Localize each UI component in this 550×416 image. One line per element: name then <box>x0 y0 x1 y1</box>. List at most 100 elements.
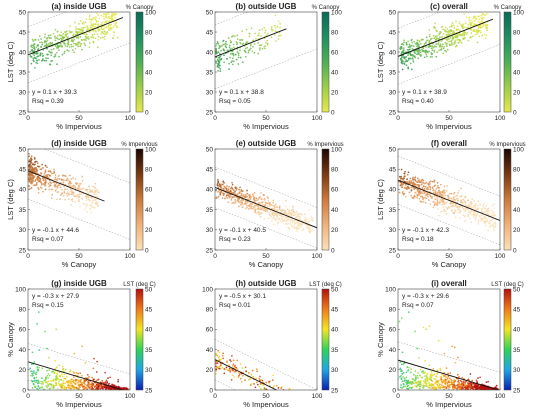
scatter-point <box>435 187 438 190</box>
scatter-point <box>412 59 414 61</box>
scatter-point <box>68 386 71 389</box>
scatter-point <box>79 20 82 22</box>
scatter-point <box>287 394 289 396</box>
scatter-point <box>229 56 231 59</box>
scatter-point <box>306 224 309 227</box>
scatter-point <box>412 186 415 189</box>
scatter-point <box>40 186 42 189</box>
scatter-point <box>474 204 476 207</box>
scatter-point <box>264 45 267 48</box>
scatter-point <box>30 176 32 179</box>
scatter-point <box>249 44 252 47</box>
scatter-point <box>223 185 226 188</box>
scatter-point <box>405 56 408 58</box>
scatter-point <box>258 385 261 388</box>
scatter-point <box>487 229 489 232</box>
scatter-point <box>94 25 96 28</box>
scatter-point <box>423 382 425 385</box>
scatter-point <box>468 19 471 21</box>
scatter-point <box>41 43 43 46</box>
scatter-point <box>33 43 35 46</box>
scatter-point <box>38 35 41 37</box>
scatter-point <box>448 26 451 28</box>
scatter-point <box>253 51 256 54</box>
scatter-point <box>93 186 96 189</box>
scatter-point <box>70 380 73 383</box>
scatter-point <box>49 41 52 44</box>
scatter-point <box>487 380 489 383</box>
scatter-point <box>49 170 52 172</box>
scatter-point <box>444 41 447 44</box>
scatter-point <box>449 197 451 200</box>
scatter-point <box>288 209 290 212</box>
scatter-point <box>41 380 44 383</box>
scatter-point <box>271 220 273 222</box>
scatter-point <box>435 43 438 45</box>
scatter-point <box>440 47 443 50</box>
scatter-point <box>245 194 248 197</box>
scatter-point <box>433 382 436 385</box>
scatter-point <box>50 182 52 184</box>
scatter-point <box>287 219 290 221</box>
scatter-point <box>250 373 253 376</box>
scatter-point <box>100 386 103 388</box>
scatter-point <box>247 208 250 210</box>
scatter-point <box>430 387 433 390</box>
scatter-point <box>40 382 43 385</box>
colorbar-tick-label: 80 <box>331 29 339 36</box>
scatter-point <box>425 384 428 386</box>
scatter-point <box>450 42 453 44</box>
scatter-point <box>433 179 436 182</box>
scatter-point <box>244 55 247 58</box>
scatter-point <box>433 388 436 390</box>
scatter-point <box>73 372 75 374</box>
scatter-point <box>277 38 280 40</box>
scatter-point <box>47 182 50 185</box>
scatter-point <box>481 34 483 37</box>
scatter-point <box>104 381 107 383</box>
scatter-point <box>230 61 233 64</box>
scatter-point <box>270 203 273 206</box>
y-tick-label: 40 <box>19 187 27 194</box>
scatter-point <box>74 195 77 198</box>
colorbar-tick-label: 35 <box>513 347 521 354</box>
scatter-point <box>289 211 292 214</box>
scatter-point <box>454 39 457 42</box>
scatter-point <box>452 193 455 195</box>
scatter-point <box>477 200 480 202</box>
scatter-point <box>269 210 272 212</box>
x-axis-label: % Impervious <box>243 122 289 131</box>
scatter-point <box>72 45 74 48</box>
scatter-point <box>76 28 79 30</box>
scatter-point <box>89 21 92 23</box>
scatter-point <box>492 211 495 214</box>
scatter-point <box>83 203 86 205</box>
x-axis-label: % Impervious <box>243 400 289 409</box>
scatter-point <box>400 363 403 366</box>
scatter-point <box>81 179 84 182</box>
scatter-point <box>275 395 277 397</box>
scatter-point <box>50 60 52 62</box>
scatter-point <box>235 366 238 369</box>
scatter-point <box>411 57 414 59</box>
scatter-point <box>61 365 64 368</box>
scatter-point <box>425 46 427 48</box>
scatter-point <box>40 184 43 187</box>
scatter-point <box>280 385 283 388</box>
scatter-point <box>226 194 228 196</box>
scatter-point <box>215 45 217 47</box>
scatter-point <box>487 210 490 212</box>
scatter-point <box>475 203 477 205</box>
scatter-point <box>242 199 244 202</box>
scatter-point <box>416 183 419 186</box>
scatter-point <box>255 368 258 371</box>
upper-bound-line <box>215 339 317 390</box>
scatter-point <box>112 26 115 29</box>
scatter-point <box>445 50 448 53</box>
scatter-point <box>92 367 95 370</box>
scatter-point <box>258 32 260 35</box>
scatter-point <box>399 175 401 178</box>
scatter-point <box>457 380 459 383</box>
scatter-point <box>60 379 62 381</box>
